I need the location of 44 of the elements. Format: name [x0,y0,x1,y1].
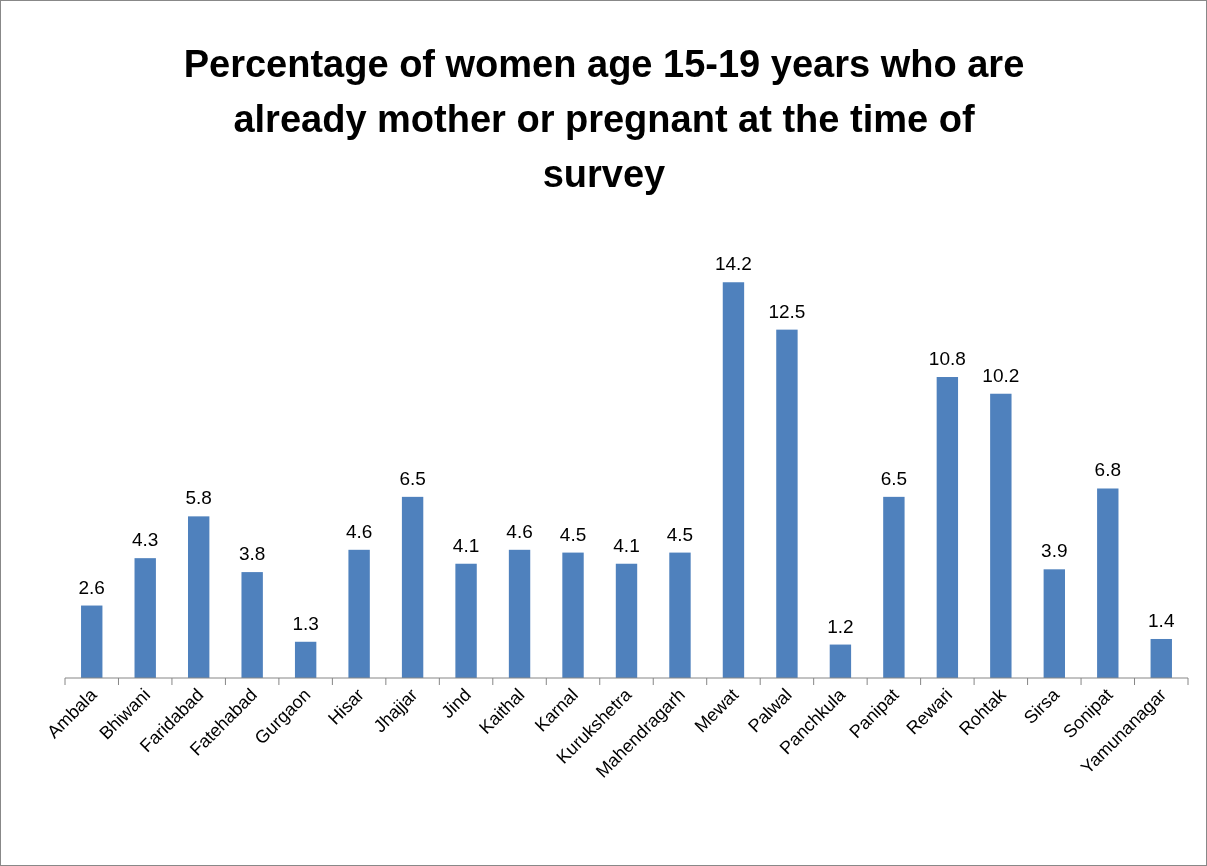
data-label: 6.5 [880,467,908,489]
data-label: 1.4 [1148,609,1175,631]
data-label: 10.8 [928,348,966,370]
bar [188,516,210,678]
data-label: 4.6 [345,520,373,542]
bar [669,552,691,678]
data-label: 14.2 [714,253,752,275]
bar [81,605,103,678]
bar [294,641,317,678]
data-label: 5.8 [185,487,212,509]
chart-title: Percentage of women age 15-19 years who are already mother or pregnant at the time of survey [183,43,1025,195]
data-label: 4.1 [613,534,640,556]
bar [348,549,370,678]
data-label: 2.6 [78,576,105,598]
bar [829,644,852,678]
data-label: 4.5 [559,523,587,545]
data-label: 3.9 [1041,540,1068,562]
bar [615,563,638,678]
data-label: 1.3 [292,612,319,634]
bar [990,393,1012,678]
bar [1043,569,1065,678]
data-label: 6.8 [1094,459,1121,481]
x-tick-label: Jind [437,684,475,723]
bar [562,552,584,678]
bar [508,549,531,678]
data-label: 3.8 [238,543,266,565]
data-label: 4.6 [506,520,533,542]
data-label: 10.2 [982,364,1020,386]
bar [883,496,905,678]
data-label: 6.5 [399,467,426,489]
bar [1150,638,1172,678]
data-label: 4.5 [666,523,694,545]
bar [455,563,477,678]
bar [1097,488,1119,678]
data-label: 1.2 [827,615,854,637]
bar [776,329,798,678]
data-label: 4.3 [132,529,159,551]
bar [722,282,745,678]
bar [241,572,263,678]
data-label: 4.1 [452,534,480,556]
bar [401,496,424,678]
data-label: 12.5 [768,300,806,322]
bar [936,377,959,678]
bar [134,558,156,678]
